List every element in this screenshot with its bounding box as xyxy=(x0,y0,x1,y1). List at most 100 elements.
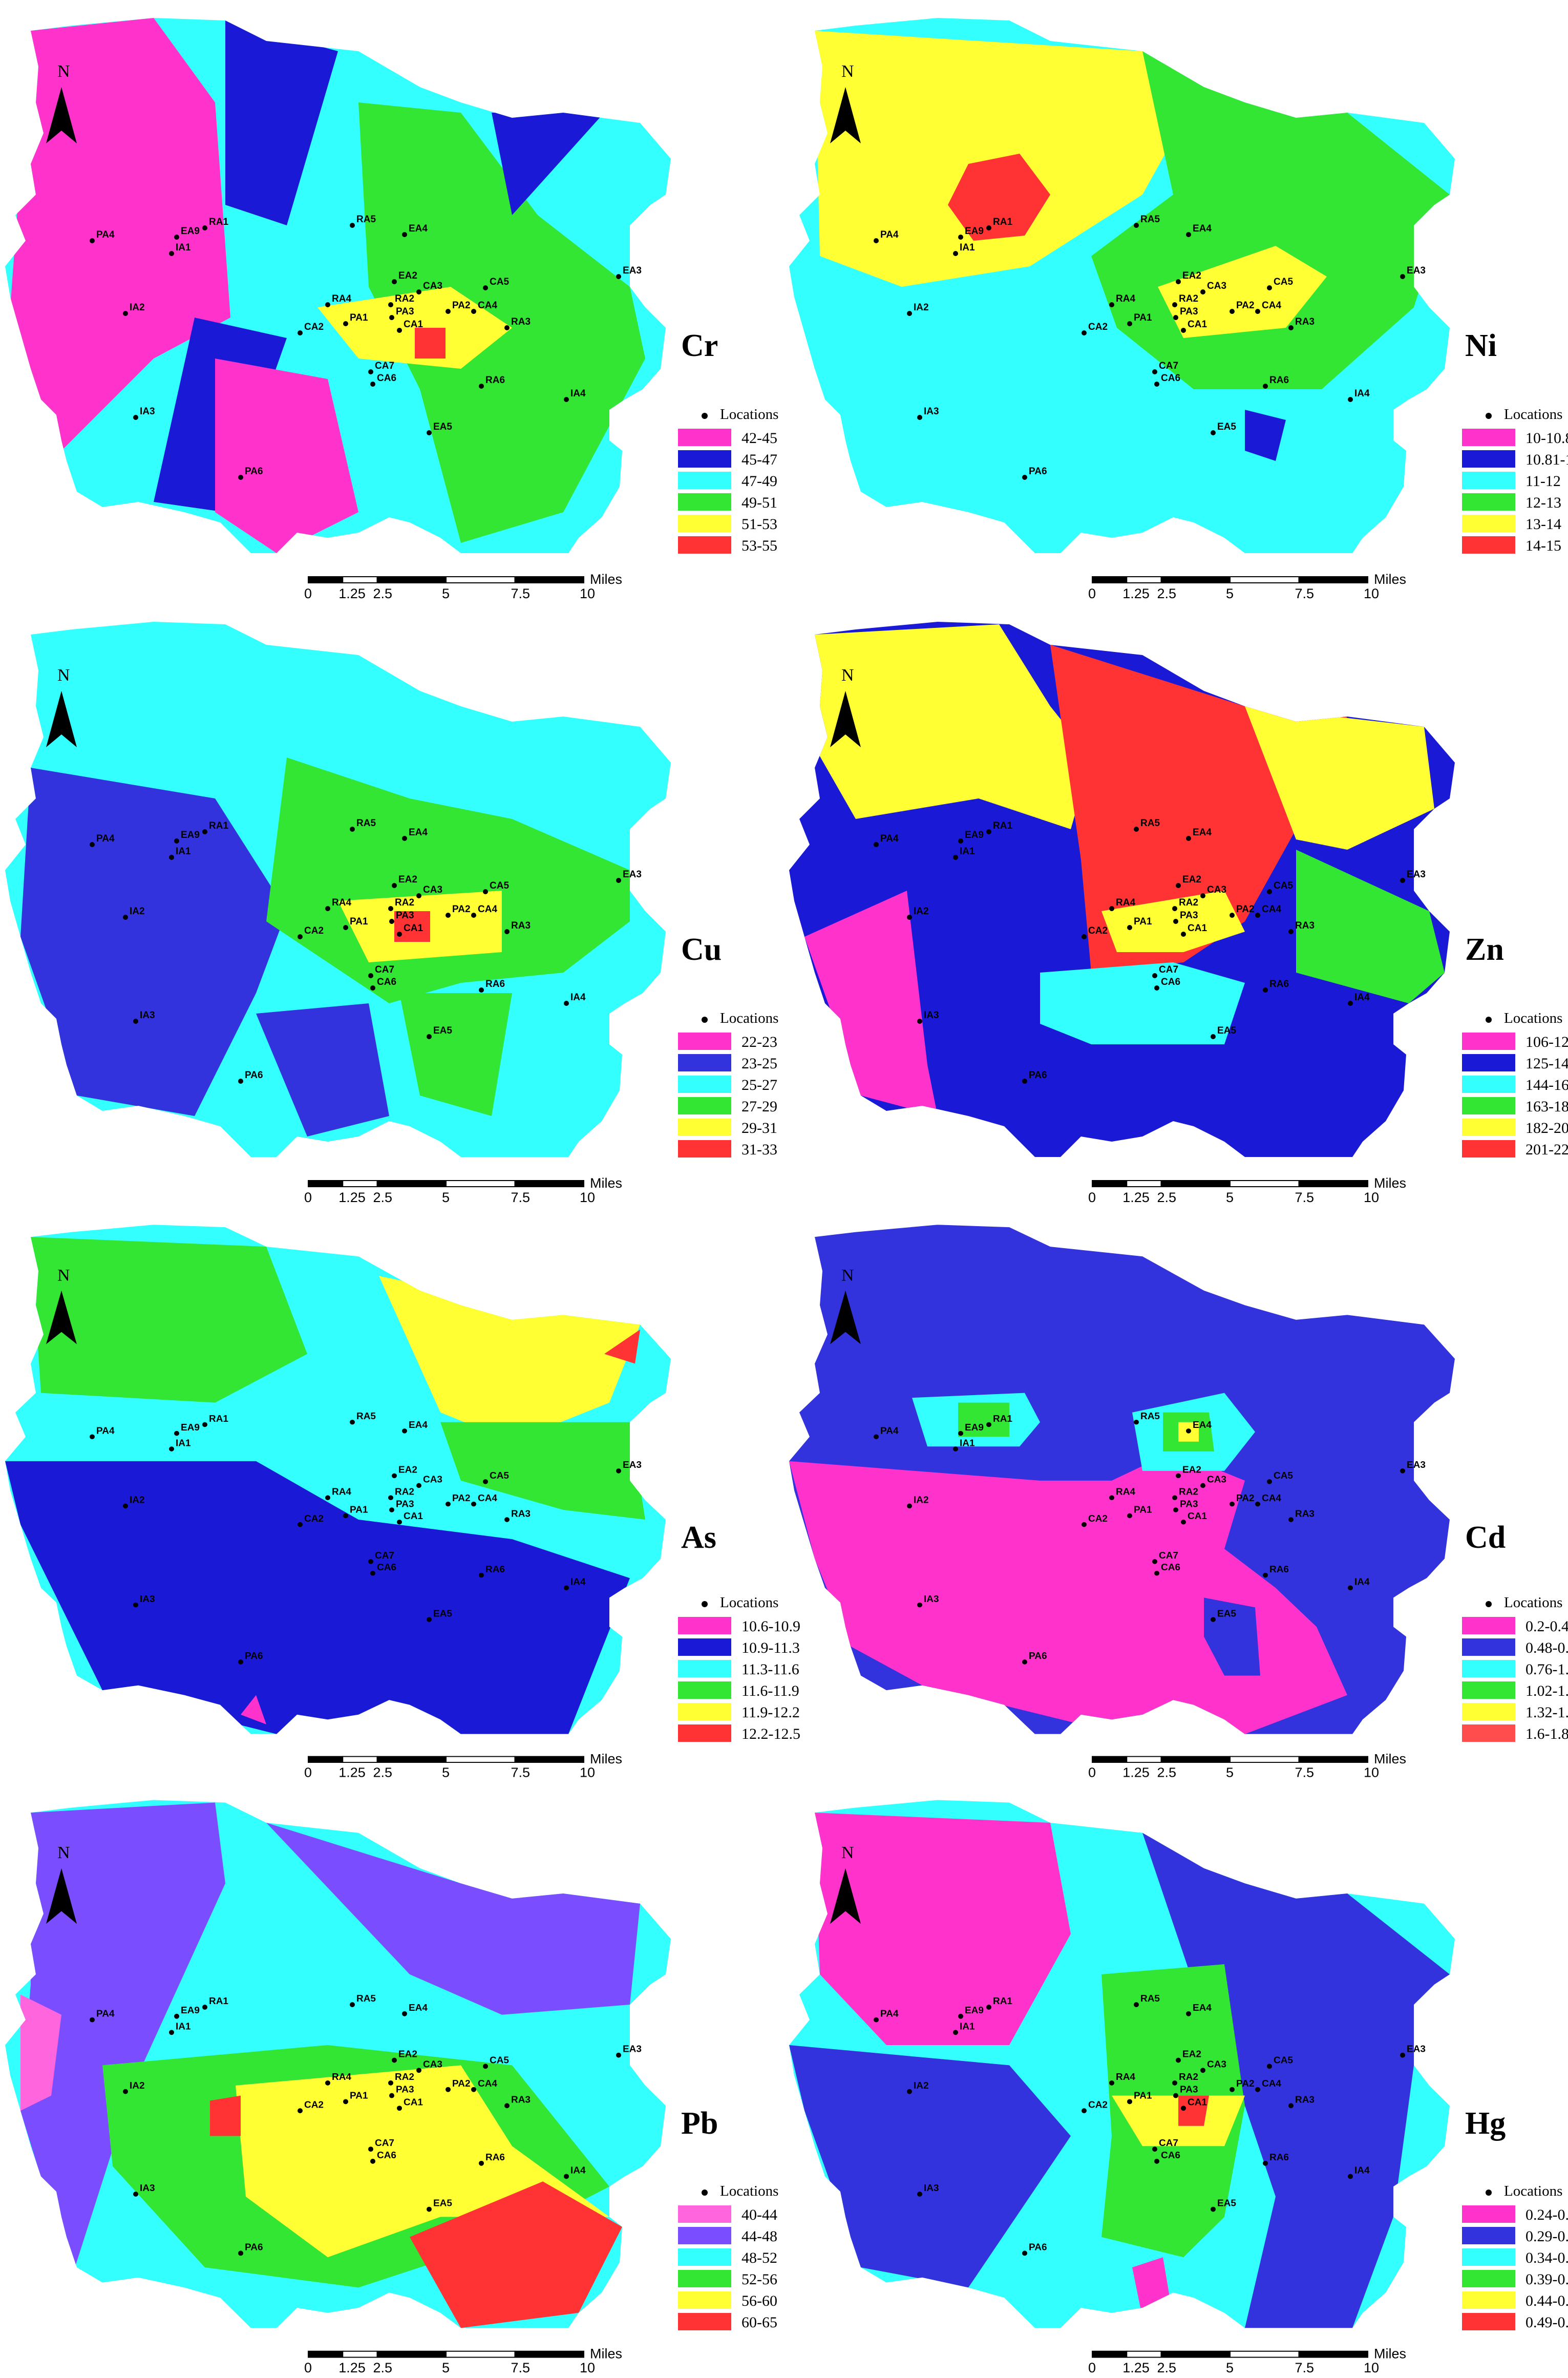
location-point xyxy=(238,2250,243,2256)
location-point xyxy=(1230,309,1235,314)
location-point xyxy=(917,1019,922,1024)
location-label: PA4 xyxy=(96,833,115,844)
legend-item: 201-220 xyxy=(1462,1140,1568,1159)
location-label: RA2 xyxy=(1179,897,1198,908)
legend-title: Locations xyxy=(1504,1594,1563,1611)
location-dot-icon xyxy=(1486,1017,1492,1023)
legend-title: Locations xyxy=(1504,406,1563,423)
scale-tick-label: 2.5 xyxy=(373,2360,393,2375)
zone-layer xyxy=(5,622,671,1157)
north-label: N xyxy=(841,62,854,81)
location-label: CA6 xyxy=(1161,2150,1180,2160)
location-label: RA5 xyxy=(1140,1993,1160,2004)
location-label: PA1 xyxy=(350,916,368,927)
location-point xyxy=(416,289,421,294)
location-point xyxy=(1127,925,1132,930)
location-label: PA4 xyxy=(880,2008,899,2019)
location-point xyxy=(907,1503,912,1509)
legend-item: 53-55 xyxy=(678,536,783,555)
zone-11.9-12.2 xyxy=(379,1276,640,1442)
location-label: PA6 xyxy=(1029,466,1047,477)
location-point xyxy=(169,855,174,860)
zone-42-45 xyxy=(215,359,358,553)
zone-60-65 xyxy=(210,2095,241,2136)
legend-item: 60-65 xyxy=(678,2313,783,2331)
concentration-map-as: PA4 EA9 RA1 IA1 RA5 EA4 EA3 EA2 CA3 CA5 IA2 RA4 RA2 P… xyxy=(5,1225,671,1780)
location-label: CA7 xyxy=(1159,2137,1178,2148)
map-legend: Locations 10-10.81 10.81-11 11-12 12-13 13-14… xyxy=(1462,406,1568,556)
location-point xyxy=(174,838,179,844)
scale-tick-label: 1.25 xyxy=(338,586,366,601)
location-label: RA3 xyxy=(1295,317,1315,327)
location-point xyxy=(479,987,484,993)
zone-23-25 xyxy=(20,768,287,1116)
location-point xyxy=(471,1501,476,1507)
legend-swatch xyxy=(678,2291,731,2309)
scale-tick-label: 0 xyxy=(304,2360,312,2375)
location-point xyxy=(427,1617,432,1622)
north-arrow-icon xyxy=(830,1290,861,1344)
location-point xyxy=(427,1034,432,1039)
location-label: CA3 xyxy=(423,281,442,291)
location-label: RA1 xyxy=(993,1413,1012,1423)
location-point xyxy=(397,328,402,333)
location-point xyxy=(1288,929,1294,934)
location-point xyxy=(917,1602,922,1608)
location-label: EA5 xyxy=(433,1025,452,1036)
location-point xyxy=(907,2089,912,2094)
legend-swatch xyxy=(1462,2227,1515,2245)
location-point xyxy=(1173,919,1178,924)
location-label: EA5 xyxy=(1217,2198,1236,2208)
legend-swatch xyxy=(678,2227,731,2245)
location-label: RA2 xyxy=(395,897,414,908)
location-point xyxy=(427,430,432,435)
legend-swatch xyxy=(678,2205,731,2223)
legend-item: 0.39-0.44 xyxy=(1462,2270,1568,2288)
location-label: IA4 xyxy=(570,2165,586,2176)
scale-tick-label: 0 xyxy=(1088,1765,1096,1780)
legend-swatch xyxy=(1462,1681,1515,1699)
location-point xyxy=(1230,1501,1235,1507)
location-point xyxy=(389,1507,394,1512)
scale-tick-label: 2.5 xyxy=(1157,1765,1177,1780)
location-point xyxy=(169,251,174,256)
scale-unit-label: Miles xyxy=(1374,572,1406,587)
legend-range-label: 11.3-11.6 xyxy=(741,1660,799,1678)
legend-item: 125-144 xyxy=(1462,1054,1568,1072)
legend-range-label: 0.49-0.54 xyxy=(1525,2314,1568,2331)
legend-item: 11.3-11.6 xyxy=(678,1659,799,1678)
scale-tick-label: 5 xyxy=(442,1190,450,1205)
location-point xyxy=(402,836,407,841)
legend-item: 11.6-11.9 xyxy=(678,1681,799,1700)
legend-item: 22-23 xyxy=(678,1033,783,1051)
north-arrow-icon xyxy=(46,1868,77,1924)
zone-60-65 xyxy=(410,2181,622,2328)
location-point xyxy=(343,2099,348,2105)
location-label: IA2 xyxy=(914,906,929,917)
location-label: PA3 xyxy=(1180,306,1198,317)
location-point xyxy=(1255,309,1260,314)
zone-0.2-0.48 xyxy=(789,1451,1347,1734)
sampling-locations: PA4 EA9 RA1 IA1 RA5 EA4 EA3 EA2 CA3 CA5 IA2 RA4 RA2 P… xyxy=(874,214,1426,480)
element-symbol: Hg xyxy=(1465,2106,1506,2141)
location-label: RA2 xyxy=(395,2071,414,2082)
legend-swatch xyxy=(678,2313,731,2331)
location-label: RA5 xyxy=(356,214,376,225)
location-label: IA4 xyxy=(1354,2165,1370,2176)
legend-swatch xyxy=(678,536,731,554)
location-label: CA3 xyxy=(1207,1474,1226,1484)
location-label: RA4 xyxy=(332,897,351,908)
scale-unit-label: Miles xyxy=(1374,1751,1406,1766)
location-label: CA6 xyxy=(377,1562,396,1572)
location-label: CA7 xyxy=(1159,1550,1178,1561)
location-label: EA3 xyxy=(623,2044,642,2054)
legend-title: Locations xyxy=(720,406,779,423)
legend-range-label: 163-182 xyxy=(1525,1098,1568,1115)
legend-item: 52-56 xyxy=(678,2270,783,2288)
location-label: RA5 xyxy=(356,1993,376,2004)
location-point xyxy=(350,2002,355,2007)
location-label: RA2 xyxy=(1179,1486,1198,1497)
scale-tick-label: 1.25 xyxy=(1122,1190,1150,1205)
location-label: PA2 xyxy=(1236,1492,1255,1503)
